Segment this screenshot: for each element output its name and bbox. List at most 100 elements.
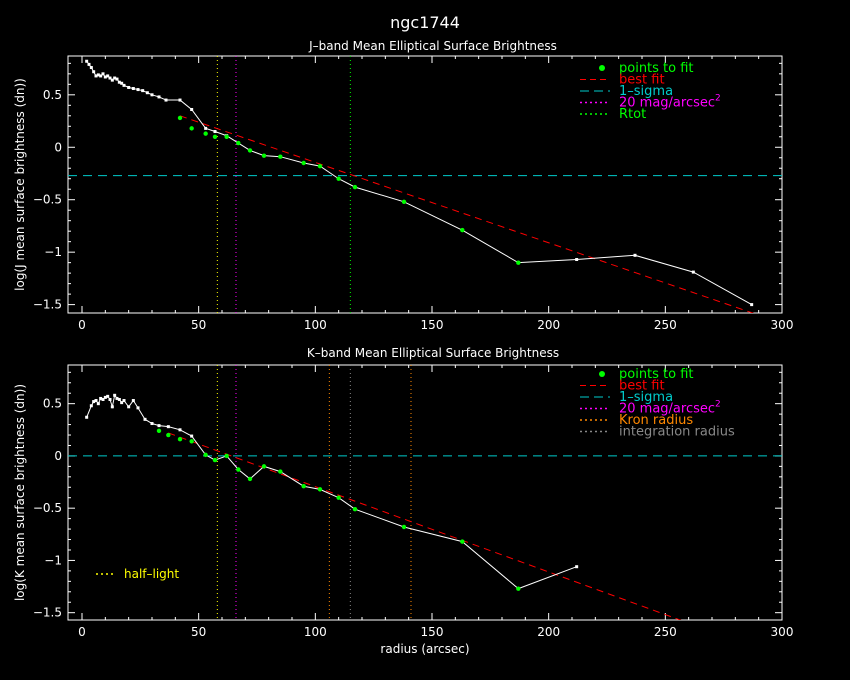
x-tick-label: 50 xyxy=(191,318,206,332)
fit-point xyxy=(317,163,323,169)
legend-label-text: 20 mag/arcsec xyxy=(619,402,715,417)
y-axis-label: log(J mean surface brightness (dn)) xyxy=(13,78,27,291)
profile-point xyxy=(120,401,124,405)
profile-point xyxy=(190,107,194,111)
legend-label-text: best fit xyxy=(619,379,665,394)
fit-point xyxy=(317,487,323,492)
profile-point xyxy=(127,405,131,409)
profile-point xyxy=(113,393,117,397)
fit-point xyxy=(516,260,521,265)
profile-point xyxy=(127,85,131,89)
profile-point xyxy=(106,74,110,78)
profile-point xyxy=(101,397,105,401)
fit-point xyxy=(212,457,218,463)
fit-point xyxy=(166,432,171,438)
x-tick-label: 150 xyxy=(421,625,444,639)
profile-point xyxy=(136,406,140,410)
x-axis-label: radius (arcsec) xyxy=(380,642,469,656)
legend-label-text: points to fit xyxy=(619,61,694,76)
fit-point xyxy=(460,539,465,544)
legend-label: points to fit xyxy=(619,367,694,382)
profile-point xyxy=(122,399,126,403)
profile-point xyxy=(103,75,107,79)
profile-point xyxy=(122,83,126,87)
profile-point xyxy=(633,253,637,257)
plot-area xyxy=(68,365,782,620)
best-fit-line xyxy=(168,432,682,620)
fit-point xyxy=(516,586,521,591)
legend-label: 20 mag/arcsec2 xyxy=(619,400,721,417)
profile-point xyxy=(89,404,93,408)
fit-point xyxy=(247,148,253,153)
fit-point xyxy=(203,131,208,136)
y-tick-label: −1.5 xyxy=(33,298,62,312)
fit-point xyxy=(278,154,283,159)
profile-point xyxy=(691,270,695,274)
legend-label-text: 1–sigma xyxy=(619,390,673,405)
fit-point xyxy=(401,524,407,530)
x-tick-label: 50 xyxy=(191,625,206,639)
fit-point xyxy=(336,495,341,500)
profile-point xyxy=(87,62,91,66)
fit-point xyxy=(224,453,229,459)
legend-marker xyxy=(599,65,605,71)
legend-label: points to fit xyxy=(619,61,694,76)
fit-point xyxy=(236,467,241,472)
x-tick-label: 200 xyxy=(537,318,560,332)
fit-point xyxy=(212,134,218,139)
y-tick-label: −0.5 xyxy=(33,193,62,207)
profile-point xyxy=(117,80,121,84)
y-tick-label: −1 xyxy=(44,245,62,259)
legend-label-text: Kron radius xyxy=(619,413,693,428)
profile-point xyxy=(136,88,140,92)
legend-label-text: 20 mag/arcsec xyxy=(619,96,715,111)
profile-point xyxy=(94,399,98,403)
fit-point xyxy=(177,437,183,442)
legend-label: 20 mag/arcsec2 xyxy=(619,94,721,111)
fit-point xyxy=(352,184,358,190)
x-tick-label: 300 xyxy=(771,625,794,639)
profile-point xyxy=(150,422,154,426)
fit-point xyxy=(224,134,229,139)
profile-point xyxy=(120,81,124,85)
profile-point xyxy=(575,258,579,262)
profile-point xyxy=(99,396,103,400)
legend-label: 1–sigma xyxy=(619,84,673,99)
x-tick-label: 300 xyxy=(771,318,794,332)
legend-marker xyxy=(599,371,605,377)
fit-point xyxy=(189,126,194,131)
fit-point xyxy=(401,199,407,205)
panel-title: J–band Mean Elliptical Surface Brightnes… xyxy=(308,39,557,53)
fit-point xyxy=(261,464,267,469)
profile-point xyxy=(113,76,117,80)
y-tick-label: −1 xyxy=(44,553,62,567)
legend-label-sup: 2 xyxy=(715,400,721,410)
profile-point xyxy=(85,415,89,419)
legend-label: best fit xyxy=(619,379,665,394)
profile-point xyxy=(99,74,103,78)
legend-label-text: best fit xyxy=(619,73,665,88)
figure-title: ngc1744 xyxy=(390,13,460,32)
profile-point xyxy=(157,424,161,428)
fit-point xyxy=(203,452,208,458)
profile-point xyxy=(150,93,154,97)
legend-label: Rtot xyxy=(619,107,646,122)
profile-point xyxy=(204,126,208,130)
legend-label-sup: 2 xyxy=(715,94,721,104)
profile-point xyxy=(103,395,107,399)
legend-label-text: integration radius xyxy=(619,425,735,440)
x-tick-label: 0 xyxy=(78,625,86,639)
profile-point xyxy=(115,77,119,81)
profile-point xyxy=(110,405,114,409)
profile-point xyxy=(101,72,105,76)
profile-point xyxy=(96,402,100,406)
y-tick-label: 0.5 xyxy=(43,397,62,411)
fit-point xyxy=(247,476,253,482)
x-tick-label: 250 xyxy=(654,625,677,639)
fit-point xyxy=(236,140,241,146)
fit-point xyxy=(336,176,341,181)
profile-point xyxy=(85,59,89,63)
